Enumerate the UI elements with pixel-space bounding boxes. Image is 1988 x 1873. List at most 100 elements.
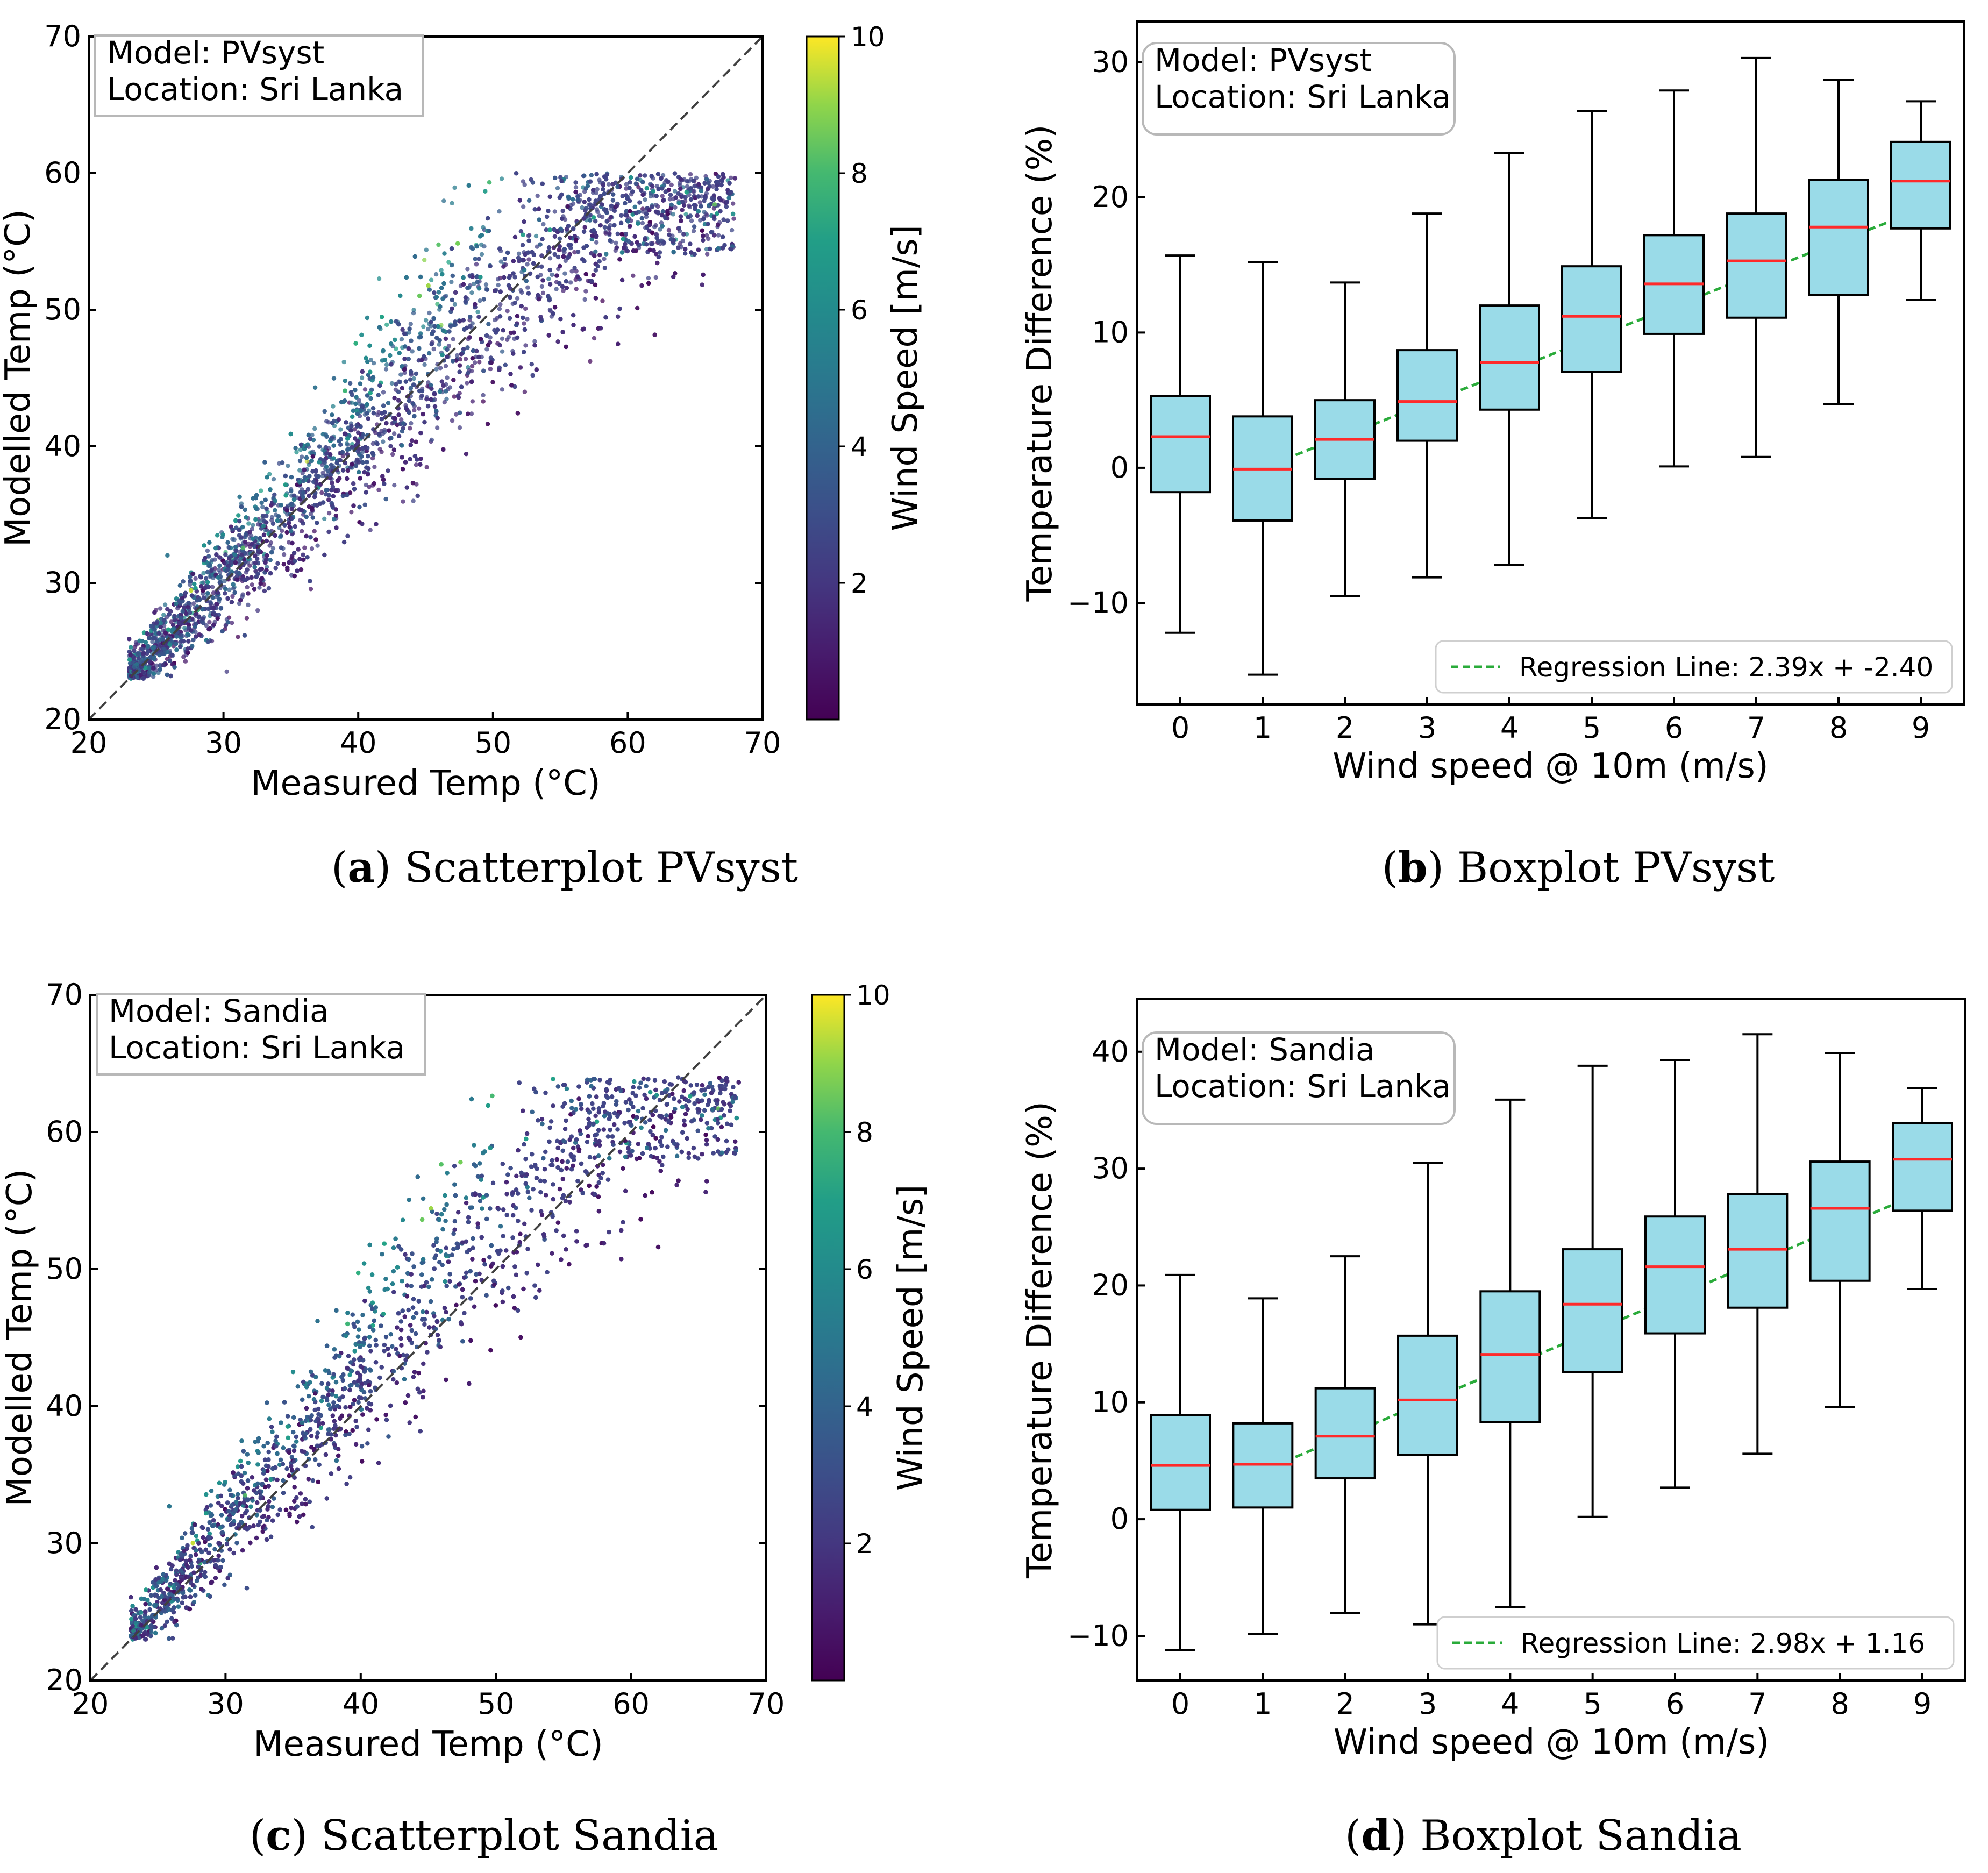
scatter-point bbox=[260, 514, 266, 518]
scatter-point bbox=[530, 180, 536, 185]
scatter-point bbox=[650, 183, 655, 188]
scatter-point bbox=[505, 250, 510, 255]
scatter-point bbox=[660, 209, 666, 214]
scatter-point bbox=[364, 465, 369, 470]
scatter-point bbox=[350, 462, 354, 467]
scatter-point bbox=[465, 381, 469, 386]
scatter-point bbox=[564, 279, 569, 284]
scatter-point bbox=[472, 360, 478, 365]
scatter-point bbox=[408, 426, 412, 431]
scatter-point bbox=[215, 533, 220, 538]
scatter-point bbox=[445, 347, 450, 352]
scatter-point bbox=[227, 587, 232, 592]
scatter-point bbox=[397, 351, 402, 355]
scatter-point bbox=[246, 521, 251, 526]
scatter-point bbox=[412, 254, 418, 259]
scatter-point bbox=[375, 441, 380, 446]
scatter-point bbox=[364, 355, 368, 360]
scatter-point bbox=[517, 198, 522, 203]
scatter-point bbox=[421, 324, 426, 329]
scatter-point bbox=[394, 382, 398, 387]
scatter-point bbox=[443, 364, 448, 368]
scatter-point bbox=[317, 444, 322, 449]
scatter-point bbox=[706, 187, 710, 191]
scatter-point bbox=[307, 474, 312, 479]
scatter-point bbox=[154, 663, 159, 668]
scatter-point bbox=[484, 347, 489, 352]
scatter-point bbox=[250, 582, 255, 587]
scatter-point bbox=[201, 571, 206, 576]
scatter-point bbox=[258, 581, 263, 586]
scatter-point bbox=[438, 304, 443, 309]
scatter-point bbox=[582, 225, 587, 230]
scatter-point bbox=[310, 506, 315, 511]
scatter-point bbox=[606, 182, 611, 187]
scatter-point bbox=[368, 528, 373, 532]
scatter-point bbox=[357, 504, 362, 510]
scatter-point bbox=[302, 545, 307, 550]
scatter-point bbox=[204, 623, 209, 628]
scatter-point bbox=[273, 566, 278, 571]
scatter-point bbox=[441, 383, 446, 388]
scatter-point bbox=[330, 412, 334, 417]
scatter-point bbox=[301, 557, 306, 562]
scatter-point bbox=[522, 389, 528, 394]
scatter-point bbox=[554, 273, 559, 278]
scatter-point bbox=[383, 496, 388, 502]
scatter-point bbox=[233, 548, 238, 553]
scatter-point bbox=[263, 528, 268, 533]
scatter-point bbox=[692, 184, 697, 189]
scatter-point bbox=[573, 180, 578, 185]
scatter-point bbox=[414, 482, 419, 487]
scatter-point bbox=[552, 227, 557, 232]
scatter-point bbox=[128, 652, 133, 657]
scatter-point bbox=[470, 246, 475, 251]
scatter-point bbox=[259, 488, 263, 493]
scatter-point bbox=[671, 212, 676, 217]
scatter-point bbox=[575, 250, 581, 254]
scatter-point bbox=[711, 214, 717, 219]
scatter-point bbox=[481, 399, 486, 404]
scatter-point bbox=[474, 244, 479, 249]
scatter-point bbox=[304, 455, 309, 460]
scatter-point bbox=[330, 480, 334, 486]
scatter-point bbox=[686, 215, 690, 220]
scatter-point bbox=[518, 365, 523, 370]
scatter-point bbox=[497, 343, 502, 348]
scatter-point bbox=[338, 458, 343, 462]
scatter-point bbox=[493, 288, 498, 293]
scatter-point bbox=[560, 209, 565, 213]
scatter-point bbox=[181, 639, 186, 644]
scatter-point bbox=[275, 518, 280, 523]
scatter-point bbox=[437, 389, 443, 394]
scatter-point bbox=[463, 357, 468, 361]
scatter-point bbox=[129, 645, 133, 650]
scatter-point bbox=[288, 529, 294, 534]
scatter-point bbox=[366, 416, 370, 421]
scatter-point bbox=[408, 322, 413, 326]
scatter-point bbox=[214, 602, 219, 607]
scatter-point bbox=[483, 282, 489, 287]
scatter-point bbox=[667, 197, 673, 202]
scatter-point bbox=[680, 208, 685, 212]
scatter-point bbox=[603, 315, 608, 320]
scatter-point bbox=[372, 465, 377, 469]
scatter-point bbox=[522, 321, 526, 326]
scatter-point bbox=[683, 247, 688, 252]
scatter-point bbox=[439, 268, 444, 273]
scatter-point bbox=[497, 209, 502, 214]
scatter-point bbox=[382, 410, 387, 415]
scatter-point bbox=[437, 342, 442, 347]
scatter-point bbox=[310, 515, 315, 520]
scatter-point bbox=[532, 339, 537, 344]
scatter-point bbox=[233, 553, 238, 558]
scatter-point bbox=[552, 234, 558, 239]
scatter-point bbox=[223, 586, 228, 592]
scatter-point bbox=[581, 245, 586, 250]
scatter-point bbox=[466, 183, 471, 188]
scatter-point bbox=[647, 208, 652, 213]
scatter-point bbox=[522, 327, 528, 332]
scatter-point bbox=[280, 460, 285, 465]
scatter-point bbox=[415, 493, 420, 498]
scatter-point bbox=[691, 179, 696, 183]
